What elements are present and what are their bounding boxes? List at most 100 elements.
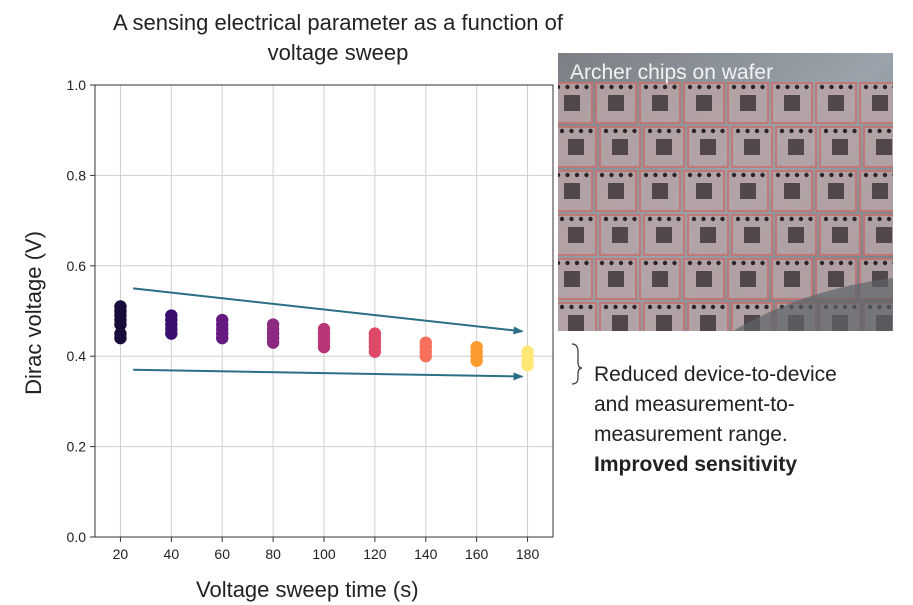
x-tick-label: 60 [214, 546, 230, 562]
chip-core [696, 95, 712, 111]
chip-pad [710, 128, 716, 134]
chip-pad [779, 216, 785, 222]
chip-pad [785, 172, 790, 178]
chip-pad [613, 304, 618, 310]
wafer-image [558, 53, 893, 331]
chip-pad [789, 128, 794, 134]
chip-pad [873, 84, 878, 90]
chip-core [740, 95, 756, 111]
chip [683, 258, 725, 300]
chip-pad [574, 84, 580, 90]
x-axis-label: Voltage sweep time (s) [196, 577, 419, 602]
chip-core [652, 183, 668, 199]
chip-pad [558, 260, 561, 266]
chip-pad [647, 216, 653, 222]
chip-pad [628, 84, 633, 90]
chip-pad [653, 172, 658, 178]
chip-pad [745, 216, 750, 222]
chip-pad [754, 304, 760, 310]
chip-pad [622, 216, 628, 222]
chip-pad [735, 128, 741, 134]
y-tick-label: 0.8 [67, 167, 87, 183]
chip-pad [569, 304, 574, 310]
chip [731, 214, 773, 256]
chip-pad [760, 172, 765, 178]
chip-pad [877, 128, 882, 134]
y-tick-label: 0.0 [67, 529, 87, 545]
chip-core [568, 139, 584, 155]
chip-pad [794, 260, 800, 266]
chip-pad [804, 172, 809, 178]
chip-pad [741, 172, 746, 178]
chip-pad [760, 84, 765, 90]
chip-pad [666, 216, 672, 222]
photo-label: Archer chips on wafer [570, 61, 774, 84]
chip-pad [691, 304, 697, 310]
chip-pad [735, 304, 741, 310]
chip-pad [647, 128, 653, 134]
chip-pad [833, 216, 838, 222]
chip-pad [731, 260, 737, 266]
data-point [114, 327, 127, 340]
chip-core [788, 227, 804, 243]
chip-pad [750, 84, 756, 90]
chip-pad [775, 84, 781, 90]
chip-pad [599, 84, 605, 90]
chip-pad [691, 216, 697, 222]
chip-core [608, 271, 624, 287]
data-points [114, 300, 534, 372]
chip-pad [701, 216, 706, 222]
chip-pad [706, 260, 712, 266]
chip-pad [643, 84, 649, 90]
annotation-text: Reduced device-to-device and measurement… [594, 360, 913, 480]
chip [687, 126, 729, 168]
chip [643, 126, 685, 168]
chip-core [656, 139, 672, 155]
data-point [165, 309, 178, 322]
chip-pad [863, 260, 869, 266]
chip-pad [603, 216, 609, 222]
chip-pad [794, 172, 800, 178]
chip-pad [808, 128, 813, 134]
chip-pad [842, 216, 848, 222]
chip-pad [628, 172, 633, 178]
chip-core [612, 315, 628, 331]
chart-title-line2: voltage sweep [267, 40, 409, 65]
chip-pad [672, 172, 677, 178]
chip-core [612, 227, 628, 243]
chip-core [876, 227, 892, 243]
data-point [266, 318, 280, 331]
chip-pad [754, 216, 760, 222]
chip-core [564, 95, 580, 111]
chip-pad [838, 172, 844, 178]
chip-pad [833, 128, 838, 134]
chip-pad [804, 84, 809, 90]
data-point [419, 336, 432, 349]
range-bracket [571, 343, 583, 385]
chip-pad [701, 304, 706, 310]
chip-pad [819, 260, 825, 266]
x-tick-label: 80 [265, 546, 281, 562]
y-tick-label: 0.6 [67, 258, 87, 274]
chip-pad [672, 84, 677, 90]
chip-pad [558, 84, 561, 90]
chip-core [700, 315, 716, 331]
chip-pad [632, 304, 637, 310]
chip-pad [882, 260, 888, 266]
chip-pad [720, 304, 725, 310]
chip-pad [584, 84, 589, 90]
chip-pad [823, 128, 829, 134]
x-tick-label: 120 [363, 546, 387, 562]
chip-pad [632, 216, 637, 222]
chip-pad [687, 84, 693, 90]
chip-core [784, 95, 800, 111]
chip [771, 258, 813, 300]
chip-pad [584, 260, 589, 266]
chip-pad [848, 172, 853, 178]
chip-core [828, 95, 844, 111]
chip-pad [672, 260, 677, 266]
chip-pad [760, 260, 765, 266]
chip-core [872, 95, 888, 111]
y-axis-label: Dirac voltage (V) [21, 231, 46, 395]
